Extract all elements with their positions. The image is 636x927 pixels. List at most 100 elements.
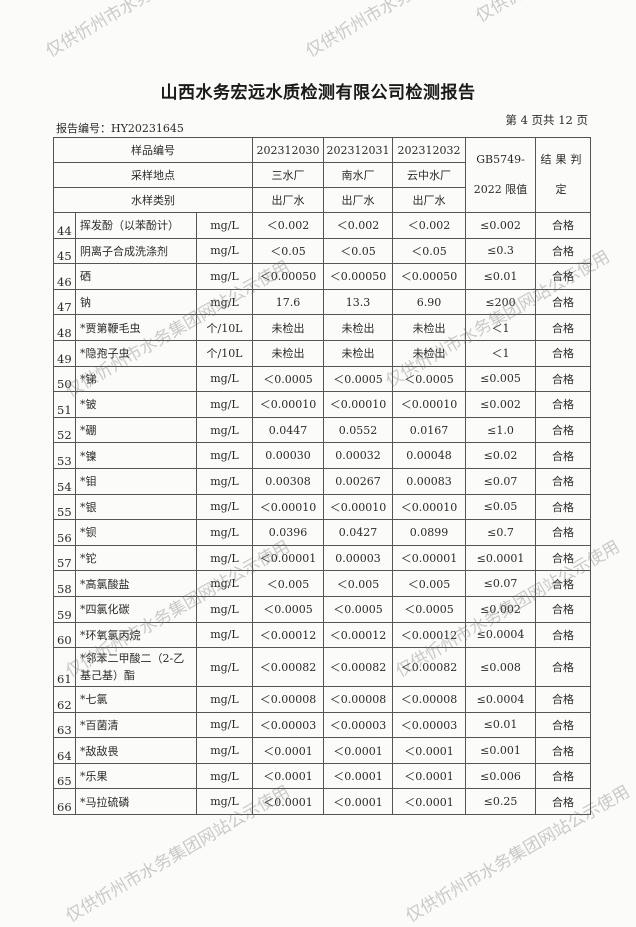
item-name: *乐果 [75,762,197,790]
table-row: 66 *马拉硫磷 mg/L ＜0.0001 ＜0.0001 ＜0.0001 ≤0.25 合格 [53,788,591,816]
item-name: 挥发酚（以苯酚计） [75,212,197,239]
item-name: 阴离子合成洗涤剂 [75,237,197,265]
unit: 个/10L [196,314,253,341]
value-sample-1: 0.00030 [252,442,324,469]
row-number: 56 [53,519,76,546]
sample-no-label: 样品编号 [53,137,253,163]
value-sample-2: ＜0.005 [323,570,393,597]
value-sample-2: ＜0.00003 [323,711,393,739]
value-sample-1: ＜0.0005 [252,595,324,623]
row-number: 45 [53,237,76,265]
value-sample-3: 0.0167 [392,416,466,444]
value-sample-3: 未检出 [392,339,466,367]
unit: mg/L [196,416,253,444]
row-number: 58 [53,570,76,597]
value-sample-1: 未检出 [252,339,324,367]
unit: mg/L [196,544,253,572]
value-sample-3: 6.90 [392,288,466,316]
item-name: 硒 [75,263,197,290]
unit: mg/L [196,686,253,713]
value-sample-3: ＜0.00008 [392,686,466,713]
item-name: *高氯酸盐 [75,570,197,597]
unit: mg/L [196,737,253,764]
header-row-type: 水样类别 出厂水 出厂水 出厂水 [53,187,591,213]
row-number: 62 [53,686,76,713]
item-name: *敌敌畏 [75,737,197,764]
value-sample-1: ＜0.002 [252,212,324,239]
row-number: 50 [53,365,76,393]
unit: mg/L [196,595,253,623]
value-sample-2: ＜0.00050 [323,263,393,290]
value-sample-2: 未检出 [323,339,393,367]
value-sample-2: ＜0.00010 [323,391,393,418]
row-number: 48 [53,314,76,341]
value-sample-1: ＜0.00050 [252,263,324,290]
result: 合格 [535,442,591,469]
unit: mg/L [196,467,253,495]
value-sample-2: ＜0.0001 [323,737,393,764]
type-1: 出厂水 [252,187,324,213]
limit: ≤0.05 [465,493,536,521]
row-number: 54 [53,467,76,495]
location-label: 采样地点 [53,162,253,188]
value-sample-3: ＜0.0001 [392,762,466,790]
row-number: 47 [53,288,76,316]
item-name: *隐孢子虫 [75,339,197,367]
row-number: 59 [53,595,76,623]
value-sample-2: 0.00267 [323,467,393,495]
table-row: 63 *百菌清 mg/L ＜0.00003 ＜0.00003 ＜0.00003 ≤0.01 合… [53,711,591,739]
row-number: 63 [53,711,76,739]
limit: ≤200 [465,288,536,316]
table-row: 44 挥发酚（以苯酚计） mg/L ＜0.002 ＜0.002 ＜0.002 ≤0.002 合… [53,212,591,239]
limit: ≤0.07 [465,467,536,495]
result: 合格 [535,493,591,521]
value-sample-1: ＜0.00012 [252,621,324,649]
page-number: 第 4 页共 12 页 [505,113,588,127]
item-name: *四氯化碳 [75,595,197,623]
result: 合格 [535,519,591,546]
value-sample-2: ＜0.00008 [323,686,393,713]
row-number: 61 [53,647,76,688]
row-number: 55 [53,493,76,521]
table-row: 50 *锑 mg/L ＜0.0005 ＜0.0005 ＜0.0005 ≤0.005 合格 [53,365,591,393]
table-row: 49 *隐孢子虫 个/10L 未检出 未检出 未检出 ＜1 合格 [53,339,591,367]
limit: ≤0.002 [465,595,536,623]
value-sample-1: 17.6 [252,288,324,316]
value-sample-1: ＜0.05 [252,237,324,265]
watermark: 仅供忻州市水务集团网站公示使用 [300,0,534,62]
result: 合格 [535,686,591,713]
row-number: 64 [53,737,76,764]
value-sample-3: ＜0.0001 [392,788,466,816]
result: 合格 [535,544,591,572]
result: 合格 [535,416,591,444]
limit: ≤1.0 [465,416,536,444]
unit: mg/L [196,762,253,790]
table-row: 58 *高氯酸盐 mg/L ＜0.005 ＜0.005 ＜0.005 ≤0.07 合格 [53,570,591,597]
result: 合格 [535,365,591,393]
location-1: 三水厂 [252,162,324,188]
item-name: *马拉硫磷 [75,788,197,816]
row-number: 66 [53,788,76,816]
limit: ≤0.01 [465,263,536,290]
limit: ≤0.01 [465,711,536,739]
row-number: 57 [53,544,76,572]
limit: ≤0.0004 [465,686,536,713]
sample-no-3: 202312032 [392,137,466,163]
location-2: 南水厂 [323,162,393,188]
table-row: 61 *邻苯二甲酸二（2-乙基己基）酯 mg/L ＜0.00082 ＜0.00082 ＜0… [53,647,591,688]
value-sample-1: 0.0396 [252,519,324,546]
result: 合格 [535,711,591,739]
type-label: 水样类别 [53,187,253,213]
type-2: 出厂水 [323,187,393,213]
limit: ≤0.008 [465,647,536,688]
unit: 个/10L [196,339,253,367]
result: 合格 [535,788,591,816]
value-sample-3: ＜0.002 [392,212,466,239]
limit: ≤0.0004 [465,621,536,649]
value-sample-1: ＜0.00010 [252,391,324,418]
result: 合格 [535,467,591,495]
unit: mg/L [196,621,253,649]
unit: mg/L [196,570,253,597]
result: 合格 [535,288,591,316]
unit: mg/L [196,288,253,316]
